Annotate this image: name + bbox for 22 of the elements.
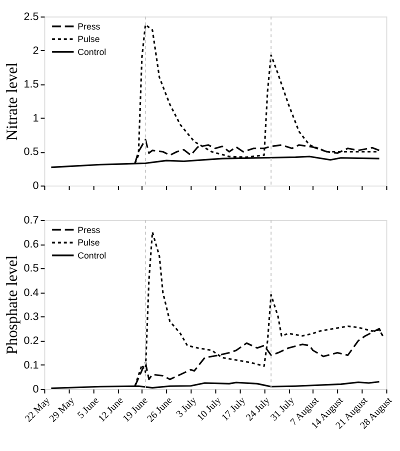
y-tick-label: 0.1 [24, 359, 39, 372]
y-tick-label: 0 [32, 383, 39, 396]
y-tick-label: 1.5 [24, 78, 39, 91]
y-tick-label: 2 [32, 44, 39, 57]
y-tick-label: 0 [32, 180, 39, 192]
legend-label: Pulse [78, 34, 100, 44]
y-tick-label: 0.4 [24, 286, 39, 299]
y-axis-title: Phosphate level [4, 254, 21, 355]
legend-label: Press [78, 21, 101, 32]
y-tick-label: 0.7 [24, 214, 39, 226]
y-tick-label: 0.3 [24, 311, 39, 324]
legend-label: Control [78, 250, 106, 260]
y-tick-label: 0.2 [24, 335, 39, 348]
y-tick-label: 1 [32, 112, 39, 124]
legend-label: Control [78, 46, 106, 57]
y-tick-label: 0.5 [24, 262, 39, 275]
y-axis-title: Nitrate level [4, 62, 21, 141]
legend-label: Press [78, 224, 101, 235]
y-tick-label: 0.5 [24, 146, 39, 158]
legend-label: Pulse [78, 238, 100, 248]
y-tick-label: 2.5 [24, 10, 39, 23]
y-tick-label: 0.6 [24, 238, 39, 251]
